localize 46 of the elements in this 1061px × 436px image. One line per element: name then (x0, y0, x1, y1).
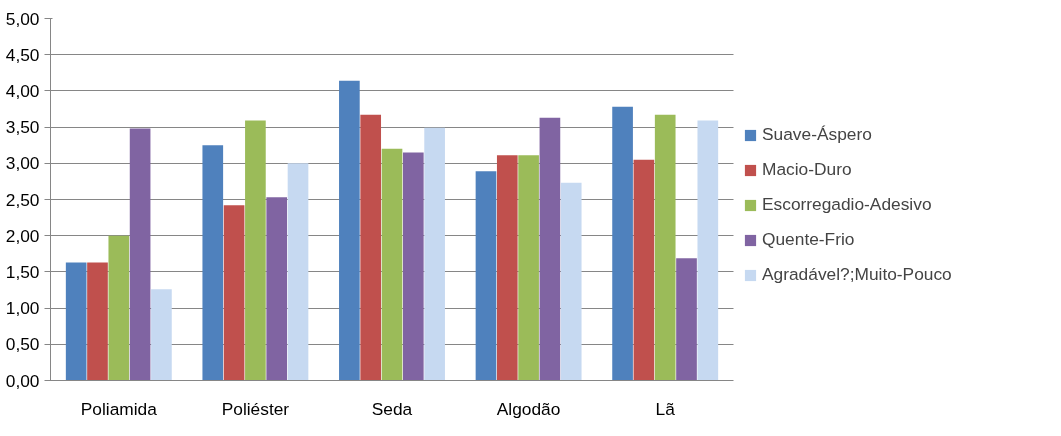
bar (560, 182, 582, 381)
y-tick-label: 4,50 (5, 44, 40, 65)
x-tick-label: Poliamida (80, 398, 158, 419)
y-tick-label: 0,50 (5, 334, 40, 355)
bar (245, 120, 266, 381)
bar (633, 159, 655, 381)
x-tick-label: Lã (655, 398, 676, 419)
y-tick-label: 2,50 (5, 189, 40, 210)
legend-label: Agradável?;Muito-Pouco (762, 264, 952, 285)
y-tick-label: 4,00 (5, 80, 40, 101)
bar (65, 262, 87, 381)
y-tick-label: 0,00 (5, 370, 40, 391)
bar (202, 145, 224, 381)
bar (539, 117, 561, 381)
bar (129, 128, 151, 381)
y-tick-label: 2,00 (5, 225, 40, 246)
x-tick-label: Algodão (496, 398, 561, 419)
bar (518, 155, 539, 381)
bar (360, 114, 382, 381)
bar (496, 155, 518, 381)
bar (612, 106, 633, 381)
bar (287, 163, 309, 381)
legend-label: Escorregadio-Adesivo (762, 194, 932, 215)
y-tick-label: 3,50 (5, 117, 40, 138)
x-tick-label: Poliéster (221, 398, 290, 419)
legend-label: Suave-Áspero (762, 124, 872, 145)
bar (151, 289, 172, 381)
bar (108, 235, 130, 381)
y-tick-label: 1,00 (5, 298, 40, 319)
bar (223, 205, 245, 381)
bar (339, 80, 360, 381)
legend-label: Quente-Frio (762, 229, 855, 250)
y-tick-label: 1,50 (5, 261, 40, 282)
bar (676, 258, 697, 381)
bar (475, 171, 497, 381)
y-tick-label: 5,00 (5, 8, 40, 29)
y-tick-label: 3,00 (5, 153, 40, 174)
bar (381, 148, 403, 381)
bar (87, 262, 108, 381)
bar (266, 197, 288, 381)
x-tick-label: Seda (371, 398, 413, 419)
bar (424, 127, 445, 381)
legend-label: Macio-Duro (762, 159, 852, 180)
bar (654, 114, 676, 381)
bar (697, 120, 719, 381)
bar (402, 152, 424, 381)
